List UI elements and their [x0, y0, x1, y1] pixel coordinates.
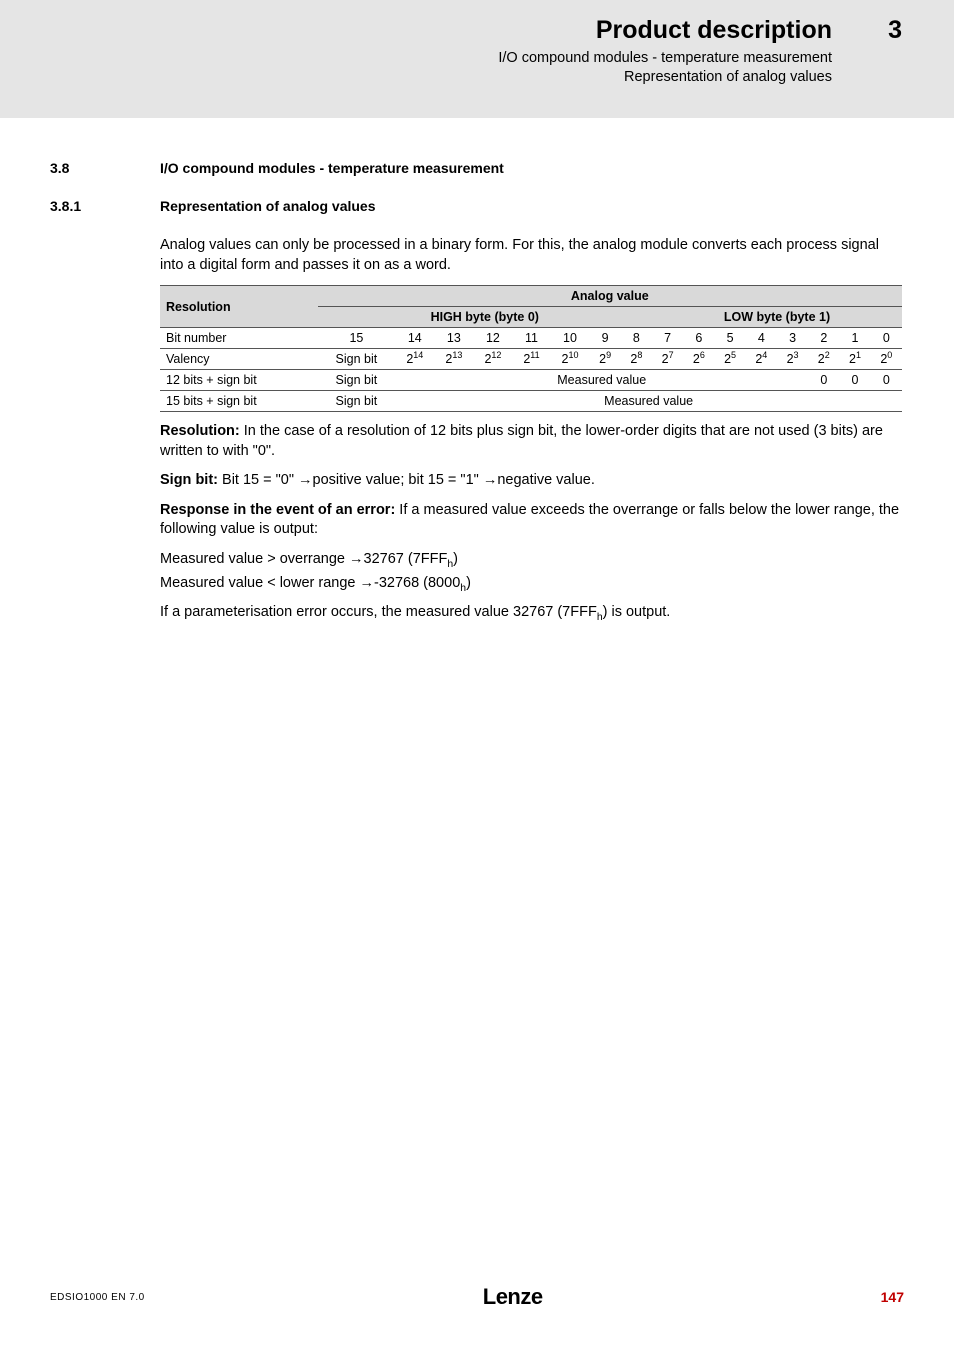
th-resolution: Resolution [160, 286, 318, 328]
cell: 2 [808, 328, 839, 349]
cell-label: 12 bits + sign bit [160, 370, 318, 391]
row-12bits: 12 bits + sign bit Sign bit Measured val… [160, 370, 902, 391]
cell-label: Bit number [160, 328, 318, 349]
section-number: 3.8 [50, 160, 160, 176]
header-title: Product description [596, 16, 832, 45]
row-valency: Valency Sign bit 214 213 212 211 210 29 … [160, 349, 902, 370]
cell: 211 [512, 349, 550, 370]
cell: 25 [714, 349, 745, 370]
cell: 10 [550, 328, 589, 349]
bold-label: Response in the event of an error: [160, 502, 395, 518]
cell: 27 [652, 349, 683, 370]
signbit-paragraph: Sign bit: Bit 15 = "0" →positive value; … [160, 471, 904, 491]
cell: 212 [473, 349, 512, 370]
cell: 0 [871, 370, 902, 391]
row-15bits: 15 bits + sign bit Sign bit Measured val… [160, 391, 902, 412]
resolution-table: Resolution Analog value HIGH byte (byte … [160, 285, 902, 412]
bold-label: Resolution: [160, 423, 240, 439]
cell-label: Valency [160, 349, 318, 370]
measured-overrange: Measured value > overrange →32767 (7FFFh… [160, 550, 904, 570]
page-number: 147 [881, 1289, 904, 1305]
section-number: 3.8.1 [50, 198, 160, 214]
intro-paragraph: Analog values can only be processed in a… [160, 236, 904, 275]
page-content: 3.8 I/O compound modules - temperature m… [50, 160, 904, 633]
section-title: I/O compound modules - temperature measu… [160, 160, 504, 176]
response-paragraph: Response in the event of an error: If a … [160, 501, 904, 540]
cell: 28 [621, 349, 652, 370]
cell: 210 [550, 349, 589, 370]
cell: 0 [871, 328, 902, 349]
cell: 4 [746, 328, 777, 349]
footer-doc-id: EDSIO1000 EN 7.0 [50, 1292, 145, 1303]
cell: 0 [839, 370, 870, 391]
bold-label: Sign bit: [160, 472, 218, 488]
th-analog-value: Analog value [318, 286, 902, 307]
cell: 15 [318, 328, 396, 349]
cell: 21 [839, 349, 870, 370]
section-3-8-1-heading: 3.8.1 Representation of analog values [50, 198, 904, 214]
measured-lowerrange: Measured value < lower range →-32768 (80… [160, 574, 904, 594]
cell: 22 [808, 349, 839, 370]
resolution-paragraph: Resolution: In the case of a resolution … [160, 422, 904, 461]
cell: 214 [395, 349, 434, 370]
cell: 20 [871, 349, 902, 370]
section-title: Representation of analog values [160, 198, 376, 214]
cell: 23 [777, 349, 808, 370]
cell: 13 [434, 328, 473, 349]
cell: 0 [808, 370, 839, 391]
cell: Sign bit [318, 370, 396, 391]
cell: 213 [434, 349, 473, 370]
cell: 8 [621, 328, 652, 349]
cell: 12 [473, 328, 512, 349]
cell-measured: Measured value [395, 370, 808, 391]
cell: Sign bit [318, 391, 396, 412]
cell: 26 [683, 349, 714, 370]
header-subtitle-1: I/O compound modules - temperature measu… [498, 50, 832, 66]
row-bit-number: Bit number 15 14 13 12 11 10 9 8 7 6 5 4… [160, 328, 902, 349]
cell: 14 [395, 328, 434, 349]
cell: 6 [683, 328, 714, 349]
th-low-byte: LOW byte (byte 1) [652, 307, 902, 328]
page-footer: EDSIO1000 EN 7.0 Lenze 147 [50, 1284, 904, 1310]
th-high-byte: HIGH byte (byte 0) [318, 307, 652, 328]
lenze-logo: Lenze [483, 1284, 543, 1310]
cell: 5 [714, 328, 745, 349]
cell: 1 [839, 328, 870, 349]
cell-label: 15 bits + sign bit [160, 391, 318, 412]
section-3-8-heading: 3.8 I/O compound modules - temperature m… [50, 160, 904, 176]
param-error-paragraph: If a parameterisation error occurs, the … [160, 603, 904, 623]
chapter-number: 3 [888, 16, 902, 45]
cell: Sign bit [318, 349, 396, 370]
cell: 24 [746, 349, 777, 370]
cell: 7 [652, 328, 683, 349]
cell: 9 [590, 328, 621, 349]
cell: 11 [512, 328, 550, 349]
cell-measured: Measured value [395, 391, 902, 412]
cell: 29 [590, 349, 621, 370]
cell: 3 [777, 328, 808, 349]
header-subtitle-2: Representation of analog values [624, 69, 832, 85]
